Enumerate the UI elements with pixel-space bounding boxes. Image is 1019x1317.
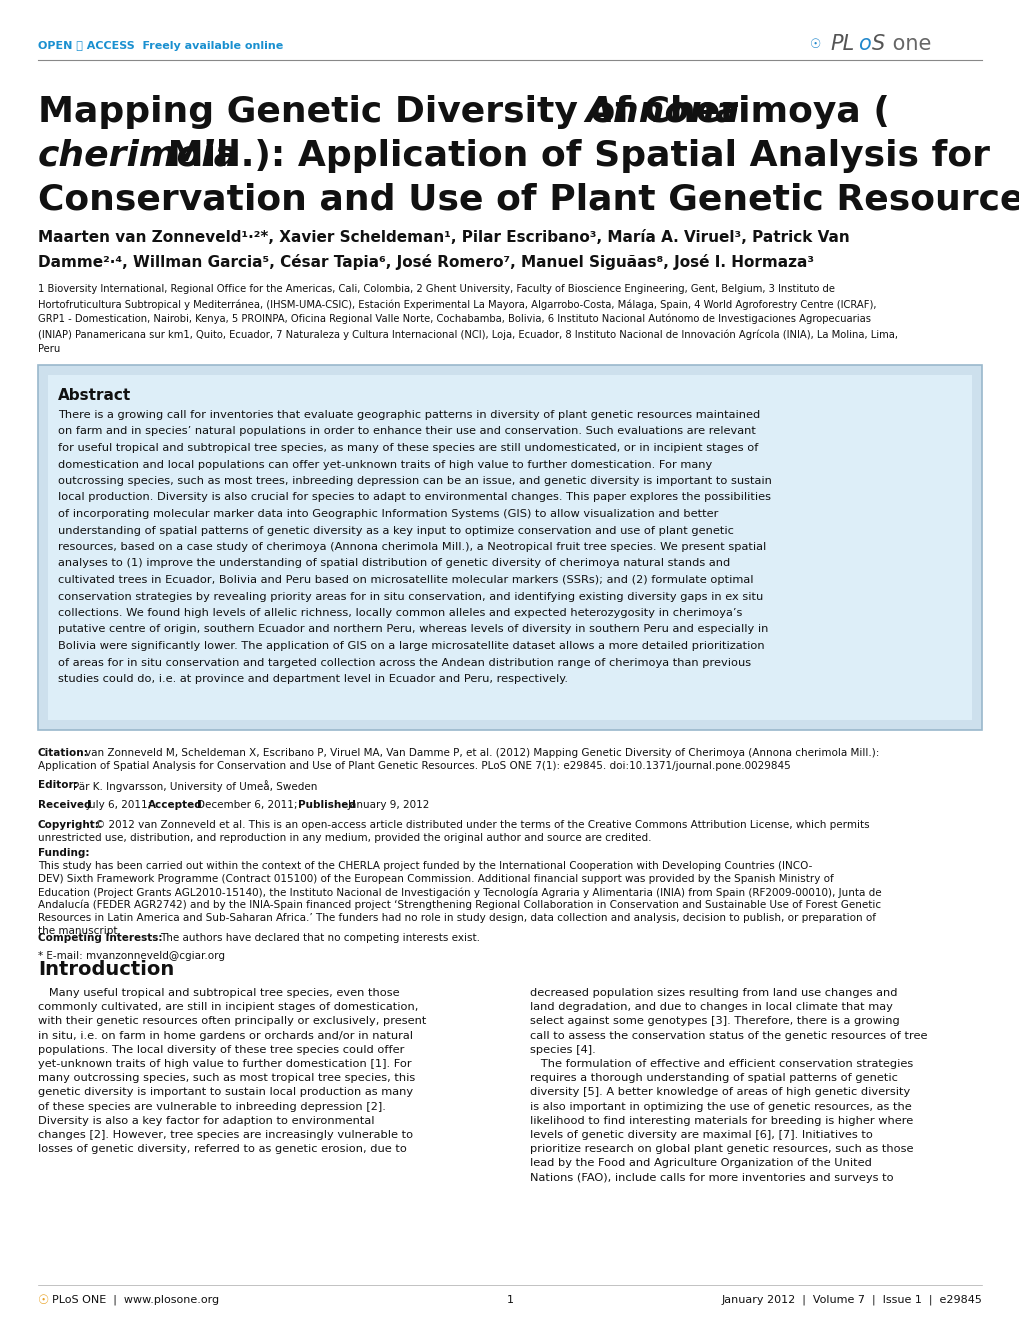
Text: ☉: ☉: [809, 37, 820, 50]
Text: changes [2]. However, tree species are increasingly vulnerable to: changes [2]. However, tree species are i…: [38, 1130, 413, 1141]
Text: one: one: [886, 34, 930, 54]
Text: with their genetic resources often principally or exclusively, present: with their genetic resources often princ…: [38, 1017, 426, 1026]
FancyBboxPatch shape: [38, 365, 981, 730]
Text: ☉: ☉: [38, 1293, 49, 1306]
Text: on farm and in species’ natural populations in order to enhance their use and co: on farm and in species’ natural populati…: [58, 427, 755, 436]
Text: Bolivia were significantly lower. The application of GIS on a large microsatelli: Bolivia were significantly lower. The ap…: [58, 641, 764, 651]
Text: Pär K. Ingvarsson, University of Umeå, Sweden: Pär K. Ingvarsson, University of Umeå, S…: [73, 780, 317, 792]
Text: GRP1 - Domestication, Nairobi, Kenya, 5 PROINPA, Oficina Regional Valle Norte, C: GRP1 - Domestication, Nairobi, Kenya, 5 …: [38, 313, 870, 324]
Text: collections. We found high levels of allelic richness, locally common alleles an: collections. We found high levels of all…: [58, 608, 742, 618]
Text: Mill.): Application of Spatial Analysis for: Mill.): Application of Spatial Analysis …: [155, 140, 989, 173]
Text: unrestricted use, distribution, and reproduction in any medium, provided the ori: unrestricted use, distribution, and repr…: [38, 832, 651, 843]
Text: putative centre of origin, southern Ecuador and northern Peru, whereas levels of: putative centre of origin, southern Ecua…: [58, 624, 767, 635]
Text: domestication and local populations can offer yet-unknown traits of high value t: domestication and local populations can …: [58, 460, 711, 469]
Text: cherimola: cherimola: [38, 140, 238, 173]
Text: Application of Spatial Analysis for Conservation and Use of Plant Genetic Resour: Application of Spatial Analysis for Cons…: [38, 761, 790, 770]
Text: Annona: Annona: [585, 95, 739, 129]
Text: Hortofruticultura Subtropical y Mediterránea, (IHSM-UMA-CSIC), Estación Experime: Hortofruticultura Subtropical y Mediterr…: [38, 299, 875, 309]
Text: studies could do, i.e. at province and department level in Ecuador and Peru, res: studies could do, i.e. at province and d…: [58, 674, 568, 684]
Text: for useful tropical and subtropical tree species, as many of these species are s: for useful tropical and subtropical tree…: [58, 443, 758, 453]
Text: This study has been carried out within the context of the CHERLA project funded : This study has been carried out within t…: [38, 861, 811, 871]
Text: in situ, i.e. on farm in home gardens or orchards and/or in natural: in situ, i.e. on farm in home gardens or…: [38, 1031, 413, 1040]
Text: Peru: Peru: [38, 344, 60, 354]
Text: Citation:: Citation:: [38, 748, 89, 759]
Text: Andalucía (FEDER AGR2742) and by the INIA-Spain financed project ‘Strengthening : Andalucía (FEDER AGR2742) and by the INI…: [38, 900, 880, 910]
Text: losses of genetic diversity, referred to as genetic erosion, due to: losses of genetic diversity, referred to…: [38, 1144, 407, 1154]
Text: is also important in optimizing the use of genetic resources, as the: is also important in optimizing the use …: [530, 1101, 911, 1112]
Text: There is a growing call for inventories that evaluate geographic patterns in div: There is a growing call for inventories …: [58, 410, 759, 420]
Text: genetic diversity is important to sustain local production as many: genetic diversity is important to sustai…: [38, 1088, 413, 1097]
Text: Damme²·⁴, Willman Garcia⁵, César Tapia⁶, José Romero⁷, Manuel Siguãas⁸, José I. : Damme²·⁴, Willman Garcia⁵, César Tapia⁶,…: [38, 254, 813, 270]
Text: species [4].: species [4].: [530, 1044, 595, 1055]
Text: levels of genetic diversity are maximal [6], [7]. Initiatives to: levels of genetic diversity are maximal …: [530, 1130, 872, 1141]
Text: December 6, 2011;: December 6, 2011;: [197, 799, 301, 810]
Text: populations. The local diversity of these tree species could offer: populations. The local diversity of thes…: [38, 1044, 404, 1055]
Text: of incorporating molecular marker data into Geographic Information Systems (GIS): of incorporating molecular marker data i…: [58, 508, 717, 519]
Text: Education (Project Grants AGL2010-15140), the Instituto Nacional de Investigació: Education (Project Grants AGL2010-15140)…: [38, 888, 880, 897]
Text: commonly cultivated, are still in incipient stages of domestication,: commonly cultivated, are still in incipi…: [38, 1002, 418, 1013]
FancyBboxPatch shape: [48, 375, 971, 720]
Text: January 2012  |  Volume 7  |  Issue 1  |  e29845: January 2012 | Volume 7 | Issue 1 | e298…: [720, 1295, 981, 1305]
Text: resources, based on a case study of cherimoya (Annona cherimola Mill.), a Neotro: resources, based on a case study of cher…: [58, 543, 765, 552]
Text: of areas for in situ conservation and targeted collection across the Andean dist: of areas for in situ conservation and ta…: [58, 657, 750, 668]
Text: many outcrossing species, such as most tropical tree species, this: many outcrossing species, such as most t…: [38, 1073, 415, 1083]
Text: Accepted: Accepted: [148, 799, 203, 810]
Text: outcrossing species, such as most trees, inbreeding depression can be an issue, : outcrossing species, such as most trees,…: [58, 475, 771, 486]
Text: Competing Interests:: Competing Interests:: [38, 932, 162, 943]
Text: PLoS ONE  |  www.plosone.org: PLoS ONE | www.plosone.org: [52, 1295, 219, 1305]
Text: diversity [5]. A better knowledge of areas of high genetic diversity: diversity [5]. A better knowledge of are…: [530, 1088, 909, 1097]
Text: The authors have declared that no competing interests exist.: The authors have declared that no compet…: [160, 932, 480, 943]
Text: January 9, 2012: January 9, 2012: [347, 799, 430, 810]
Text: Published: Published: [298, 799, 356, 810]
Text: Editor:: Editor:: [38, 780, 77, 790]
Text: decreased population sizes resulting from land use changes and: decreased population sizes resulting fro…: [530, 988, 897, 998]
Text: call to assess the conservation status of the genetic resources of tree: call to assess the conservation status o…: [530, 1031, 926, 1040]
Text: DEV) Sixth Framework Programme (Contract 015100) of the European Commission. Add: DEV) Sixth Framework Programme (Contract…: [38, 874, 833, 884]
Text: PL: PL: [829, 34, 854, 54]
Text: Mapping Genetic Diversity of Cherimoya (: Mapping Genetic Diversity of Cherimoya (: [38, 95, 889, 129]
Text: analyses to (1) improve the understanding of spatial distribution of genetic div: analyses to (1) improve the understandin…: [58, 558, 730, 569]
Text: © 2012 van Zonneveld et al. This is an open-access article distributed under the: © 2012 van Zonneveld et al. This is an o…: [95, 820, 869, 830]
Text: Copyright:: Copyright:: [38, 820, 100, 830]
Text: July 6, 2011;: July 6, 2011;: [87, 799, 155, 810]
Text: cultivated trees in Ecuador, Bolivia and Peru based on microsatellite molecular : cultivated trees in Ecuador, Bolivia and…: [58, 576, 753, 585]
Text: conservation strategies by revealing priority areas for in situ conservation, an: conservation strategies by revealing pri…: [58, 591, 762, 602]
Text: Diversity is also a key factor for adaption to environmental: Diversity is also a key factor for adapt…: [38, 1115, 374, 1126]
Text: S: S: [871, 34, 884, 54]
Text: The formulation of effective and efficient conservation strategies: The formulation of effective and efficie…: [530, 1059, 912, 1069]
Text: * E-mail: mvanzonneveld@cgiar.org: * E-mail: mvanzonneveld@cgiar.org: [38, 951, 225, 961]
Text: o: o: [857, 34, 870, 54]
Text: Conservation and Use of Plant Genetic Resources: Conservation and Use of Plant Genetic Re…: [38, 183, 1019, 217]
Text: van Zonneveld M, Scheldeman X, Escribano P, Viruel MA, Van Damme P, et al. (2012: van Zonneveld M, Scheldeman X, Escribano…: [85, 748, 878, 759]
Text: local production. Diversity is also crucial for species to adapt to environmenta: local production. Diversity is also cruc…: [58, 493, 770, 503]
Text: requires a thorough understanding of spatial patterns of genetic: requires a thorough understanding of spa…: [530, 1073, 897, 1083]
Text: 1 Bioversity International, Regional Office for the Americas, Cali, Colombia, 2 : 1 Bioversity International, Regional Off…: [38, 284, 835, 294]
Text: OPEN ⚿ ACCESS  Freely available online: OPEN ⚿ ACCESS Freely available online: [38, 41, 283, 51]
Text: Received: Received: [38, 799, 92, 810]
Text: Nations (FAO), include calls for more inventories and surveys to: Nations (FAO), include calls for more in…: [530, 1172, 893, 1183]
Text: select against some genotypes [3]. Therefore, there is a growing: select against some genotypes [3]. There…: [530, 1017, 899, 1026]
Text: land degradation, and due to changes in local climate that may: land degradation, and due to changes in …: [530, 1002, 892, 1013]
Text: 1: 1: [506, 1295, 513, 1305]
Text: Funding:: Funding:: [38, 848, 90, 857]
Text: of these species are vulnerable to inbreeding depression [2].: of these species are vulnerable to inbre…: [38, 1101, 385, 1112]
Text: likelihood to find interesting materials for breeding is higher where: likelihood to find interesting materials…: [530, 1115, 912, 1126]
Text: understanding of spatial patterns of genetic diversity as a key input to optimiz: understanding of spatial patterns of gen…: [58, 525, 733, 536]
Text: Maarten van Zonneveld¹·²*, Xavier Scheldeman¹, Pilar Escribano³, María A. Viruel: Maarten van Zonneveld¹·²*, Xavier Scheld…: [38, 230, 849, 245]
Text: yet-unknown traits of high value to further domestication [1]. For: yet-unknown traits of high value to furt…: [38, 1059, 412, 1069]
Text: Resources in Latin America and Sub-Saharan Africa.’ The funders had no role in s: Resources in Latin America and Sub-Sahar…: [38, 913, 875, 923]
Text: lead by the Food and Agriculture Organization of the United: lead by the Food and Agriculture Organiz…: [530, 1159, 871, 1168]
Text: prioritize research on global plant genetic resources, such as those: prioritize research on global plant gene…: [530, 1144, 913, 1154]
Text: Introduction: Introduction: [38, 960, 174, 979]
Text: the manuscript.: the manuscript.: [38, 926, 121, 936]
Text: Many useful tropical and subtropical tree species, even those: Many useful tropical and subtropical tre…: [38, 988, 399, 998]
Text: (INIAP) Panamericana sur km1, Quito, Ecuador, 7 Naturaleza y Cultura Internacion: (INIAP) Panamericana sur km1, Quito, Ecu…: [38, 329, 897, 340]
Text: Abstract: Abstract: [58, 389, 131, 403]
